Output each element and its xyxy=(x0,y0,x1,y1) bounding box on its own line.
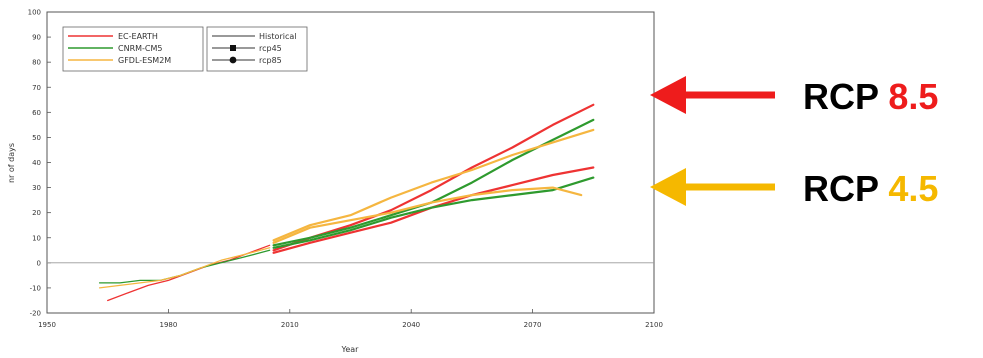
legend-label-rcp85: rcp85 xyxy=(259,56,282,65)
series-cnrm-cm5-rcp45 xyxy=(272,176,595,249)
legend-label-gfdl-esm2m: GFDL-ESM2M xyxy=(118,56,171,65)
legend-marker-square xyxy=(230,45,236,51)
x-axis-title: Year xyxy=(341,345,360,354)
x-axis-ticks: 1950 1980 2010 2040 2070 2100 xyxy=(38,309,663,329)
arrow-rcp85 xyxy=(650,76,775,114)
rcp85-value: 8.5 xyxy=(888,76,939,117)
y-tick-label: 20 xyxy=(32,209,41,217)
legend-label-historical: Historical xyxy=(259,32,296,41)
y-tick-label: 50 xyxy=(32,134,41,142)
legend-label-cnrm-cm5: CNRM-CM5 xyxy=(118,44,163,53)
x-tick-label: 1980 xyxy=(159,321,177,329)
legend: EC-EARTH CNRM-CM5 GFDL-ESM2M Historical … xyxy=(62,26,308,72)
y-tick-label: 100 xyxy=(28,9,41,17)
series-gfdl-esm2m-historical xyxy=(98,247,271,289)
rcp45-annotation: RCP 4.5 xyxy=(803,171,938,207)
rcp45-prefix: RCP xyxy=(803,168,889,209)
series-gfdl-esm2m-rcp85 xyxy=(272,128,595,242)
x-tick-label: 1950 xyxy=(38,321,56,329)
x-tick-label: 2010 xyxy=(281,321,299,329)
legend-scenarios-box xyxy=(206,26,308,72)
series-ec-earth-rcp45 xyxy=(272,166,595,254)
legend-marker-circle xyxy=(229,56,237,64)
rcp45-value: 4.5 xyxy=(888,168,939,209)
arrow-rcp85-head xyxy=(650,76,686,114)
legend-models-box xyxy=(62,26,204,72)
y-tick-label: 40 xyxy=(32,159,41,167)
rcp85-annotation: RCP 8.5 xyxy=(803,79,938,115)
series-lines xyxy=(98,103,595,302)
y-tick-label: 70 xyxy=(32,84,41,92)
x-tick-label: 2100 xyxy=(645,321,663,329)
x-tick-label: 2070 xyxy=(524,321,542,329)
rcp85-prefix: RCP xyxy=(803,76,889,117)
y-tick-label: -10 xyxy=(30,284,41,292)
y-tick-label: 10 xyxy=(32,234,41,242)
series-gfdl-esm2m-rcp45 xyxy=(272,186,583,244)
arrow-rcp45 xyxy=(650,168,775,206)
arrow-rcp45-head xyxy=(650,168,686,206)
y-tick-label: 0 xyxy=(37,259,41,267)
y-tick-label: 60 xyxy=(32,109,41,117)
y-tick-label: 90 xyxy=(32,34,41,42)
y-tick-label: 30 xyxy=(32,184,41,192)
y-tick-label: 80 xyxy=(32,59,41,67)
legend-label-ec-earth: EC-EARTH xyxy=(118,32,158,41)
y-axis-title: nr of days xyxy=(7,143,16,183)
x-tick-label: 2040 xyxy=(402,321,420,329)
y-tick-label: -20 xyxy=(30,310,41,318)
legend-label-rcp45: rcp45 xyxy=(259,44,282,53)
